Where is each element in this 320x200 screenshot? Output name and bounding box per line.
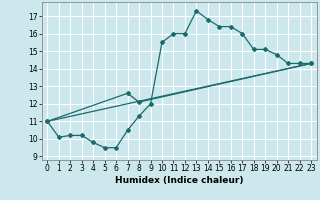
X-axis label: Humidex (Indice chaleur): Humidex (Indice chaleur) [115,176,244,185]
